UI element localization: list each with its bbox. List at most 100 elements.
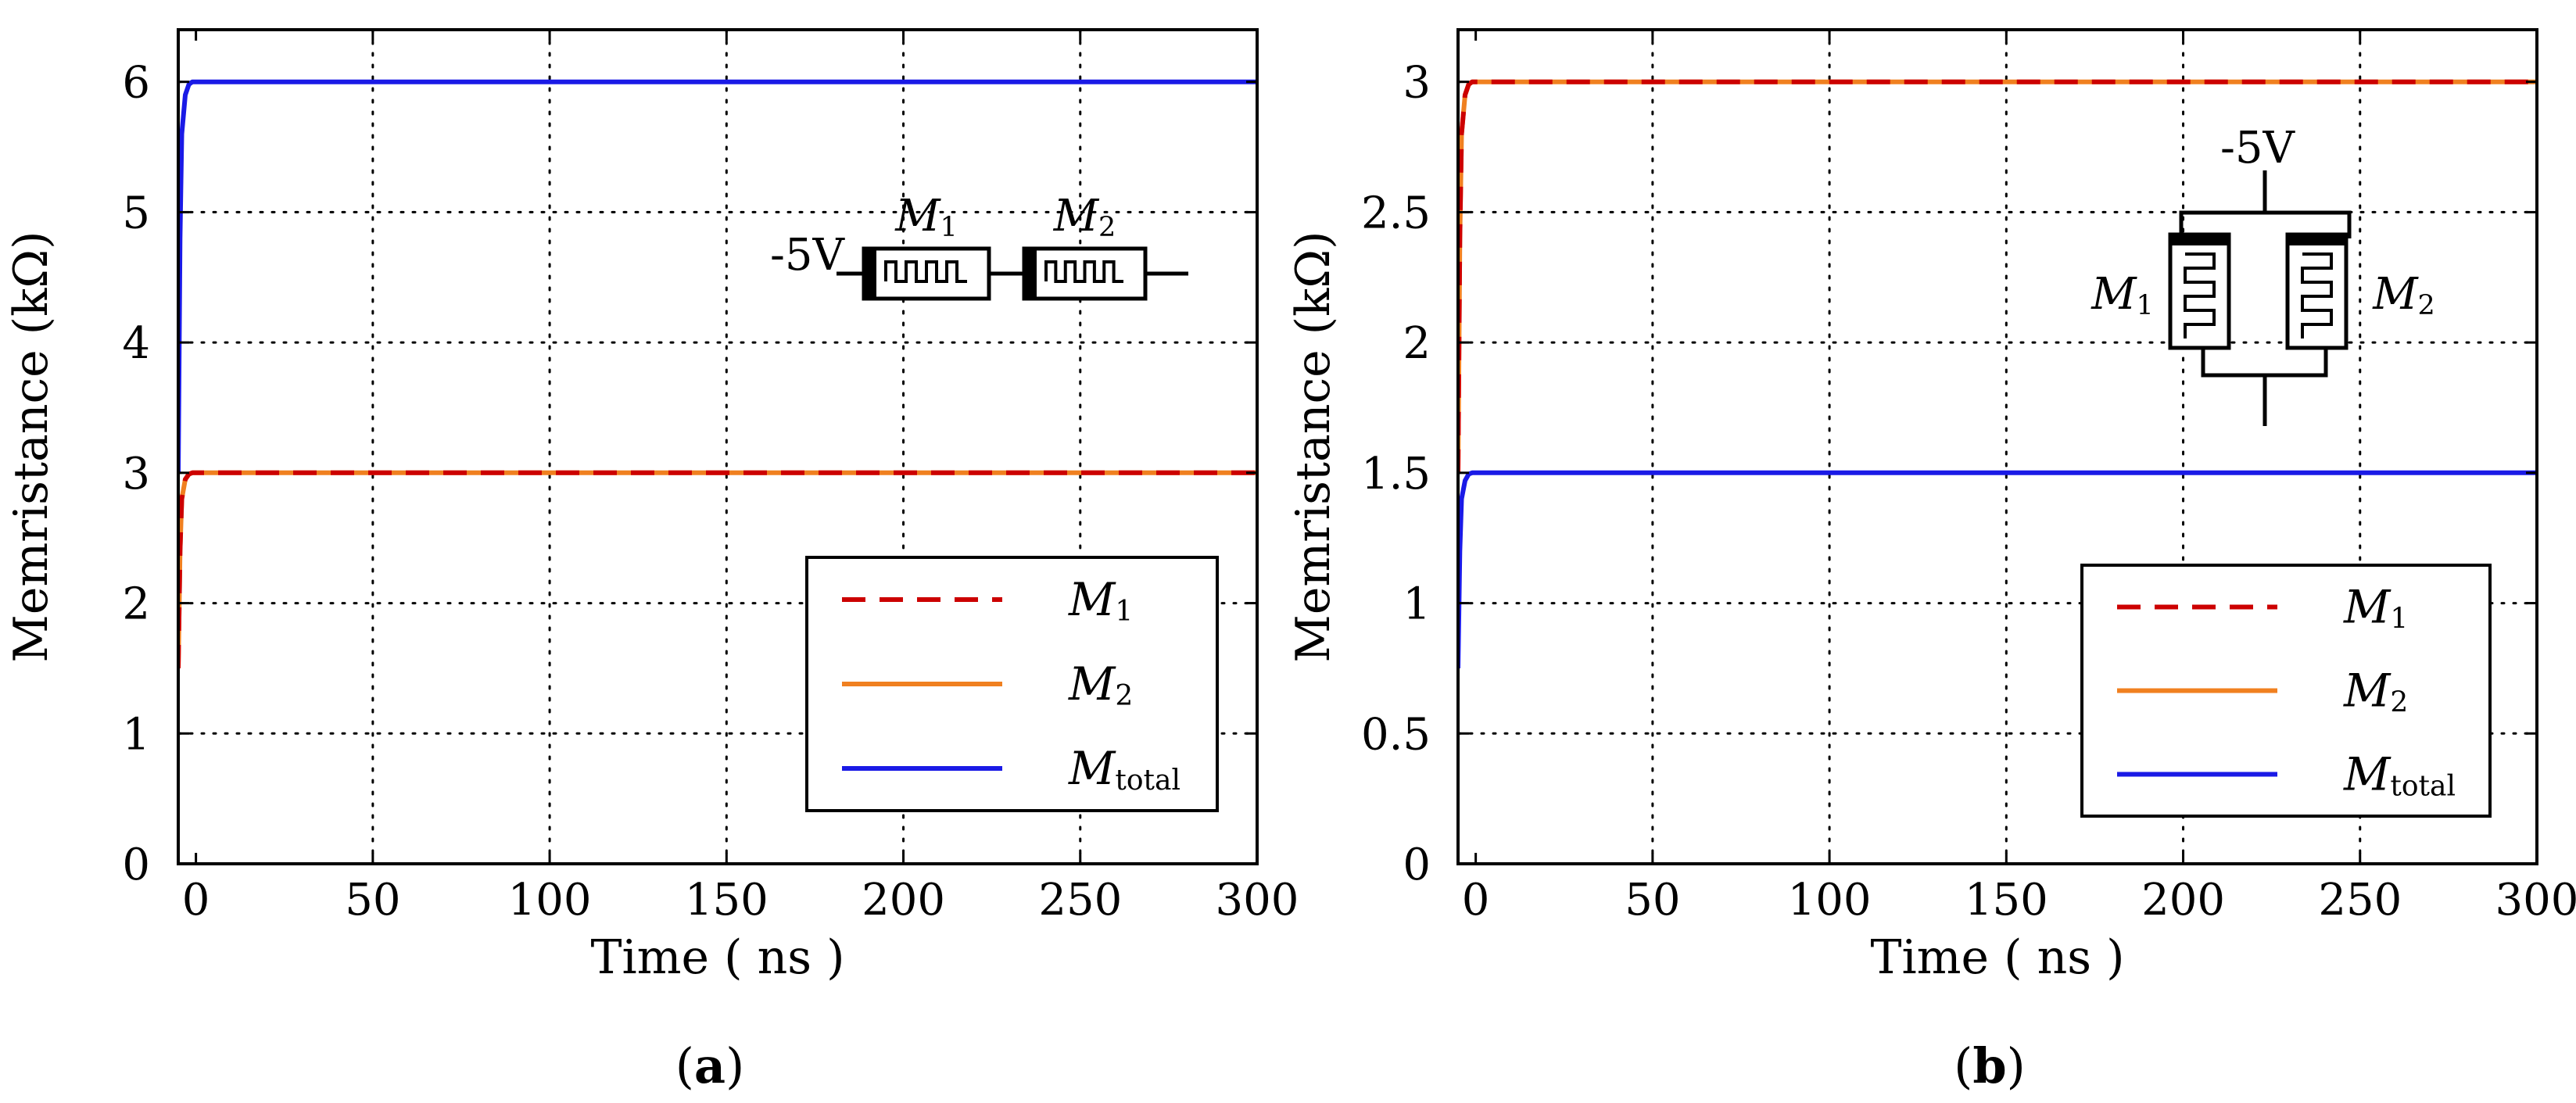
memristor-bar <box>2170 235 2229 245</box>
panel-label-open: ( <box>675 1037 694 1094</box>
memristor-body <box>2168 232 2231 350</box>
circuit-memristor-label-main: M <box>1053 191 1100 242</box>
y-tick-label: 1 <box>122 709 150 760</box>
y-tick-label: 1 <box>1403 579 1431 630</box>
x-tick-label: 100 <box>1788 875 1872 926</box>
circuit-memristor-label-sub: 2 <box>1098 212 1116 243</box>
memristor-zigzag <box>884 260 967 283</box>
y-tick-label: 2 <box>122 579 150 630</box>
x-tick-label: 150 <box>685 875 769 926</box>
panel-label-letter: a <box>694 1037 726 1094</box>
legend-label: M1 <box>2343 581 2408 636</box>
x-tick-label: 0 <box>182 875 210 926</box>
y-tick-label: 3 <box>122 449 150 500</box>
legend-label-main: M <box>1068 657 1116 711</box>
x-axis-label: Time ( ns ) <box>1870 930 2124 985</box>
legend-label: Mtotal <box>2343 748 2456 803</box>
memristor-zigzag <box>1044 260 1123 283</box>
x-axis-label: Time ( ns ) <box>590 930 844 985</box>
panel-label-letter: b <box>1972 1037 2006 1094</box>
x-tick-label: 200 <box>862 875 945 926</box>
legend-label-sub: 2 <box>1115 680 1133 712</box>
series-line-Mtotal <box>178 79 1257 473</box>
legend-label-main: M <box>2343 664 2391 718</box>
x-tick-label: 250 <box>1038 875 1122 926</box>
chart-panel-b: 0 50 100 150 200 250 300 0 0.5 1 1.5 2 2.5 3 Time ( ns… <box>1286 28 2576 1094</box>
circuit-wire-split <box>2179 210 2352 238</box>
x-tick-label: 50 <box>345 875 400 926</box>
legend-label-sub: 2 <box>2390 687 2408 719</box>
series-line-M1 <box>1458 79 2537 473</box>
legend-label-sub: 1 <box>1115 596 1133 628</box>
panel-label: (a) <box>675 1037 745 1094</box>
y-tick-label: 0 <box>122 840 150 890</box>
circuit-memristor-label: M1 <box>2091 269 2154 321</box>
memristor-bar <box>1024 249 1037 299</box>
legend-label-sub: total <box>2390 771 2456 803</box>
series-line-M1 <box>178 470 1257 668</box>
legend-label-sub: total <box>1115 765 1181 797</box>
y-tick-label: 4 <box>122 318 150 369</box>
y-axis-label: Memristance (kΩ) <box>4 231 59 662</box>
plot-frame <box>177 28 1259 865</box>
legend-label: M1 <box>1068 573 1133 628</box>
chart-panel-a: 0 50 100 150 200 250 300 0 1 2 3 4 5 6 Time ( ns ) Memr… <box>4 28 1299 1094</box>
x-tick-label: 100 <box>508 875 592 926</box>
legend-label-main: M <box>2343 581 2391 634</box>
panel-label-close: ) <box>2007 1037 2026 1094</box>
circuit-memristor-label-sub: 1 <box>940 212 958 243</box>
x-tick-label: 50 <box>1625 875 1680 926</box>
circuit-memristor-label-sub: 1 <box>2137 290 2154 321</box>
circuit-voltage-label-main: -5V <box>2220 123 2296 174</box>
y-tick-label: 2 <box>1403 318 1431 369</box>
panel-label-open: ( <box>1954 1037 1972 1094</box>
memristor-bar <box>2288 235 2346 245</box>
y-tick-label: 0 <box>1403 840 1431 890</box>
legend-label: Mtotal <box>1068 742 1181 797</box>
y-tick-label: 0.5 <box>1361 709 1431 760</box>
memristor-zigzag <box>2184 252 2216 338</box>
panel-label-close: ) <box>726 1037 744 1094</box>
y-tick-label: 6 <box>122 58 150 109</box>
legend-label-main: M <box>1068 573 1116 626</box>
y-tick-label: 2.5 <box>1361 188 1431 238</box>
legend-label: M2 <box>2343 664 2408 719</box>
x-tick-label: 250 <box>2318 875 2402 926</box>
circuit-voltage-label: -5V <box>2220 123 2296 174</box>
x-tick-label: 0 <box>1462 875 1490 926</box>
series-line-Mtotal <box>1458 470 2537 668</box>
circuit-memristor-label: M2 <box>1053 191 1116 243</box>
x-tick-label: 150 <box>1965 875 2048 926</box>
circuit-memristor-label-sub: 2 <box>2418 290 2435 321</box>
circuit-diagram <box>837 246 1188 301</box>
panel-label: (b) <box>1954 1037 2026 1094</box>
memristor-body <box>2285 232 2348 350</box>
legend-label-sub: 1 <box>2390 603 2408 636</box>
y-tick-label: 5 <box>122 188 150 238</box>
memristor-zigzag <box>2301 252 2333 338</box>
circuit-memristor-label-main: M <box>2091 269 2137 320</box>
x-tick-label: 300 <box>1216 875 1299 926</box>
circuit-memristor-label: M1 <box>894 191 958 243</box>
memristor-body <box>1022 246 1148 301</box>
x-tick-label: 300 <box>2495 875 2576 926</box>
legend-label-main: M <box>2343 748 2391 801</box>
legend-label-main: M <box>1068 742 1116 795</box>
y-tick-label: 1.5 <box>1361 449 1431 500</box>
legend-label: M2 <box>1068 657 1133 712</box>
circuit-wire-join <box>2201 348 2328 378</box>
circuit-voltage-label: -5V <box>770 230 846 281</box>
y-axis-label: Memristance (kΩ) <box>1286 231 1341 662</box>
circuit-diagram <box>2168 170 2352 426</box>
plot-frame <box>1456 28 2538 865</box>
memristor-bar <box>864 249 876 299</box>
x-tick-label: 200 <box>2141 875 2225 926</box>
circuit-memristor-label-main: M <box>894 191 941 242</box>
circuit-memristor-label: M2 <box>2372 269 2435 321</box>
circuit-voltage-label-main: -5V <box>770 230 846 281</box>
y-tick-label: 3 <box>1403 58 1431 109</box>
circuit-memristor-label-main: M <box>2372 269 2419 320</box>
